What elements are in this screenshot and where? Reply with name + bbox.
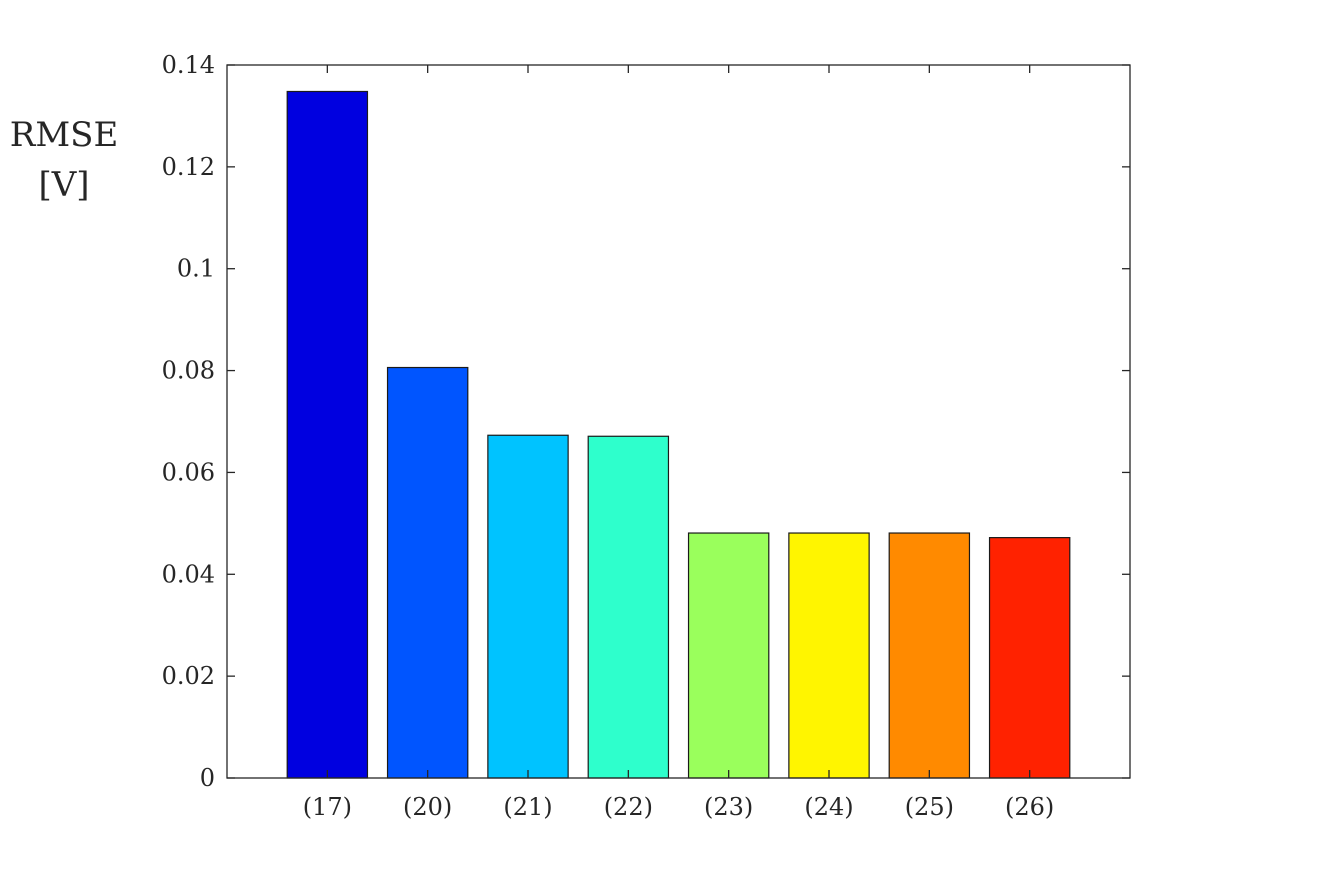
y-axis-label-line1: RMSE bbox=[10, 115, 119, 155]
y-tick-label: 0 bbox=[200, 764, 215, 792]
y-tick-label: 0.02 bbox=[162, 662, 215, 690]
x-tick-label: (21) bbox=[503, 793, 552, 821]
plot-area-frame bbox=[226, 64, 1131, 779]
bars-group bbox=[286, 90, 1071, 779]
y-tick-label: 0.1 bbox=[177, 255, 215, 283]
x-axis-ticks: (17) (20) (21) (22) (23) (24) (25) (26) bbox=[303, 65, 1054, 821]
x-tick-label: (23) bbox=[704, 793, 753, 821]
bar-23 bbox=[687, 532, 770, 779]
bar-25 bbox=[888, 532, 971, 779]
bar-21 bbox=[487, 434, 569, 779]
bar-20 bbox=[386, 366, 469, 779]
y-tick-label: 0.14 bbox=[162, 51, 215, 79]
bar-22 bbox=[587, 435, 670, 779]
y-tick-label: 0.06 bbox=[162, 458, 215, 486]
x-tick-label: (24) bbox=[804, 793, 853, 821]
y-tick-label: 0.04 bbox=[162, 560, 215, 588]
y-axis-ticks: 0 0.02 0.04 0.06 0.08 0.1 0.12 0.14 bbox=[162, 51, 1130, 792]
y-tick-label: 0.12 bbox=[162, 153, 215, 181]
x-tick-label: (20) bbox=[403, 793, 452, 821]
x-tick-label: (22) bbox=[604, 793, 653, 821]
bar-24 bbox=[788, 532, 870, 779]
bar-17 bbox=[286, 90, 369, 779]
x-tick-label: (25) bbox=[905, 793, 954, 821]
bar-26 bbox=[988, 537, 1071, 779]
y-axis-label-line2: [V] bbox=[38, 165, 89, 205]
y-tick-label: 0.08 bbox=[162, 357, 215, 385]
x-tick-label: (26) bbox=[1005, 793, 1054, 821]
x-tick-label: (17) bbox=[303, 793, 352, 821]
